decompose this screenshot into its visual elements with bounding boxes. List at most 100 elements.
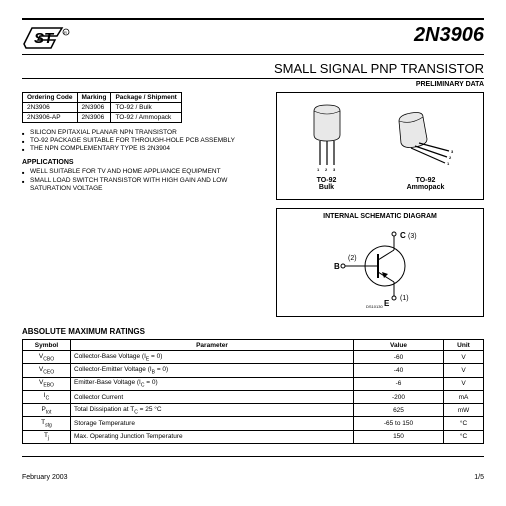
cell: -65 to 150: [354, 417, 444, 430]
cell: 2N3906-AP: [23, 113, 78, 123]
package-label: Bulk: [300, 184, 354, 191]
amr-table: Symbol Parameter Value Unit VCBOCollecto…: [22, 339, 484, 444]
cell: V: [444, 377, 484, 390]
svg-text:E: E: [384, 299, 390, 308]
cell: Emitter-Base Voltage (IC = 0): [71, 377, 354, 390]
col-header: Parameter: [71, 340, 354, 351]
schematic-title: INTERNAL SCHEMATIC DIAGRAM: [281, 213, 479, 220]
list-item: SMALL LOAD SWITCH TRANSISTOR WITH HIGH G…: [22, 177, 268, 193]
table-row: PtotTotal Dissipation at TC = 25 °C625mW: [23, 404, 484, 417]
left-column: Ordering Code Marking Package / Shipment…: [22, 92, 268, 317]
cell: Max. Operating Junction Temperature: [71, 430, 354, 443]
cell: 2N3906: [77, 113, 111, 123]
svg-text:(2): (2): [348, 255, 357, 262]
cell: °C: [444, 417, 484, 430]
cell: 150: [354, 430, 444, 443]
package-label: Ammopack: [391, 184, 461, 191]
cell: Ptot: [23, 404, 71, 417]
svg-text:R: R: [64, 30, 67, 35]
svg-text:B: B: [334, 262, 340, 271]
datasheet-page: ST R 2N3906 SMALL SIGNAL PNP TRANSISTOR …: [0, 0, 506, 499]
footer: February 2003 1/5: [22, 474, 484, 481]
cell: -60: [354, 351, 444, 364]
table-row: VEBOEmitter-Base Voltage (IC = 0)-6V: [23, 377, 484, 390]
cell: Collector-Base Voltage (IE = 0): [71, 351, 354, 364]
cell: -6: [354, 377, 444, 390]
table-row: TstgStorage Temperature-65 to 150°C: [23, 417, 484, 430]
cell: V: [444, 364, 484, 377]
cell: TO-92 / Ammopack: [111, 113, 181, 123]
cell: Tj: [23, 430, 71, 443]
applications-list: WELL SUITABLE FOR TV AND HOME APPLIANCE …: [22, 168, 268, 192]
schematic-diagram-icon: B (2) C (3) E (1) DS10130: [290, 222, 470, 310]
col-header: Ordering Code: [23, 93, 78, 103]
svg-text:1: 1: [447, 161, 450, 166]
cell: Collector-Emitter Voltage (IB = 0): [71, 364, 354, 377]
ordering-table: Ordering Code Marking Package / Shipment…: [22, 92, 182, 123]
header-row: ST R 2N3906: [22, 24, 484, 52]
cell: Tstg: [23, 417, 71, 430]
top-rule: [22, 18, 484, 20]
cell: Storage Temperature: [71, 417, 354, 430]
cell: Total Dissipation at TC = 25 °C: [71, 404, 354, 417]
package-label: TO-92: [391, 177, 461, 184]
svg-text:DS10130: DS10130: [366, 304, 383, 309]
footer-page: 1/5: [474, 474, 484, 481]
to92-bulk-icon: 1 2 3: [300, 103, 354, 173]
table-row: ICCollector Current-200mA: [23, 390, 484, 403]
svg-text:(3): (3): [408, 233, 417, 240]
cell: mA: [444, 390, 484, 403]
package-label: TO-92: [300, 177, 354, 184]
footer-rule: [22, 456, 484, 460]
cell: V: [444, 351, 484, 364]
cell: -200: [354, 390, 444, 403]
svg-text:1: 1: [317, 167, 320, 172]
title-rule: [22, 78, 484, 79]
content-top: Ordering Code Marking Package / Shipment…: [22, 92, 484, 317]
applications-heading: APPLICATIONS: [22, 159, 268, 166]
footer-date: February 2003: [22, 474, 68, 481]
list-item: SILICON EPITAXIAL PLANAR NPN TRANSISTOR: [22, 129, 268, 137]
cell: °C: [444, 430, 484, 443]
table-row: VCEOCollector-Emitter Voltage (IB = 0)-4…: [23, 364, 484, 377]
col-header: Marking: [77, 93, 111, 103]
to92-ammo-icon: 3 2 1: [391, 103, 461, 173]
cell: 2N3906: [77, 103, 111, 113]
cell: -40: [354, 364, 444, 377]
table-row: TjMax. Operating Junction Temperature150…: [23, 430, 484, 443]
list-item: WELL SUITABLE FOR TV AND HOME APPLIANCE …: [22, 168, 268, 176]
col-header: Package / Shipment: [111, 93, 181, 103]
features-list: SILICON EPITAXIAL PLANAR NPN TRANSISTOR …: [22, 129, 268, 153]
svg-text:2: 2: [325, 167, 328, 172]
package-bulk: 1 2 3 TO-92 Bulk: [300, 103, 354, 191]
cell: VCEO: [23, 364, 71, 377]
svg-text:3: 3: [451, 149, 454, 154]
svg-text:ST: ST: [34, 30, 55, 47]
cell: TO-92 / Bulk: [111, 103, 181, 113]
package-ammo: 3 2 1 TO-92 Ammopack: [391, 103, 461, 191]
cell: VEBO: [23, 377, 71, 390]
svg-text:2: 2: [449, 155, 452, 160]
st-logo: ST R: [22, 24, 78, 52]
cell: VCBO: [23, 351, 71, 364]
svg-text:3: 3: [333, 167, 336, 172]
col-header: Unit: [444, 340, 484, 351]
right-column: 1 2 3 TO-92 Bulk 3 2: [276, 92, 484, 317]
page-title: SMALL SIGNAL PNP TRANSISTOR: [22, 61, 484, 76]
preliminary-label: PRELIMINARY DATA: [22, 81, 484, 88]
svg-text:(1): (1): [400, 295, 409, 302]
cell: 2N3906: [23, 103, 78, 113]
cell: 625: [354, 404, 444, 417]
table-row: Symbol Parameter Value Unit: [23, 340, 484, 351]
table-row: Ordering Code Marking Package / Shipment: [23, 93, 182, 103]
schematic-box: INTERNAL SCHEMATIC DIAGRAM B (2) C: [276, 208, 484, 317]
list-item: TO-92 PACKAGE SUITABLE FOR THROUGH-HOLE …: [22, 137, 268, 145]
cell: Collector Current: [71, 390, 354, 403]
cell: IC: [23, 390, 71, 403]
table-row: 2N3906-AP 2N3906 TO-92 / Ammopack: [23, 113, 182, 123]
package-box: 1 2 3 TO-92 Bulk 3 2: [276, 92, 484, 200]
col-header: Symbol: [23, 340, 71, 351]
table-row: VCBOCollector-Base Voltage (IE = 0)-60V: [23, 351, 484, 364]
list-item: THE NPN COMPLEMENTARY TYPE IS 2N3904: [22, 145, 268, 153]
cell: mW: [444, 404, 484, 417]
